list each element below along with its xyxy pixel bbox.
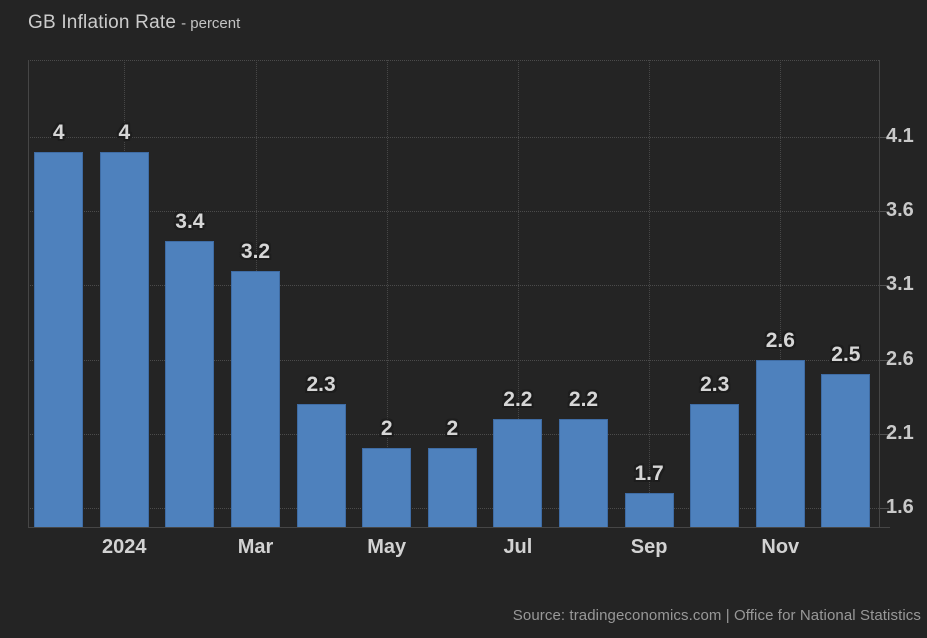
bar-value-label: 4 — [52, 120, 65, 144]
bar-value-label: 4 — [118, 120, 131, 144]
x-tick-label: Nov — [761, 536, 800, 558]
y-tick-label: 1.6 — [886, 495, 914, 518]
bar-value-label: 2.2 — [568, 387, 599, 411]
bar-value-label: 1.7 — [634, 461, 664, 485]
y-tick-mark — [880, 137, 889, 139]
bar-value-label: 3.2 — [240, 239, 271, 263]
bar-value-label: 2 — [446, 417, 459, 441]
x-tick-label: May — [367, 536, 407, 558]
bar[interactable] — [34, 151, 84, 527]
y-tick-label: 2.1 — [886, 421, 914, 444]
bar-value-label: 2.6 — [765, 328, 795, 352]
bar[interactable] — [231, 270, 280, 527]
y-tick-label: 3.1 — [886, 273, 914, 296]
y-axis-line-right — [879, 60, 880, 527]
h-gridline — [28, 433, 879, 435]
source-attribution: Source: tradingeconomics.com | Office fo… — [512, 607, 921, 624]
bar[interactable] — [296, 403, 346, 527]
bar[interactable] — [427, 448, 477, 527]
v-gridline — [780, 60, 782, 527]
h-gridline — [28, 211, 879, 213]
x-tick-label: Sep — [630, 536, 668, 558]
x-tick-label: 2024 — [102, 536, 147, 558]
x-tick-label: Jul — [503, 536, 533, 558]
chart-subtitle: - percent — [181, 15, 241, 32]
x-axis-line — [28, 527, 890, 528]
y-tick-label: 3.6 — [886, 199, 914, 222]
bar[interactable] — [624, 492, 674, 527]
plot-area: 4 4 3.4 3.2 2.3 2 2 2.2 2.2 1.7 2.3 2.6 2.5 — [28, 60, 879, 527]
bar-value-label: 2.5 — [831, 343, 861, 367]
bar-value-label: 2.3 — [306, 372, 336, 396]
bar[interactable] — [493, 418, 543, 527]
v-gridline — [649, 60, 651, 527]
bar-value-label: 2 — [380, 417, 393, 441]
y-axis-line-left — [28, 60, 29, 527]
bar[interactable] — [690, 403, 740, 527]
chart-header: GB Inflation Rate - percent — [28, 12, 240, 34]
y-tick-mark — [880, 211, 889, 213]
bar-value-label: 3.4 — [175, 209, 205, 233]
plot-top-gridline — [28, 60, 879, 61]
v-gridline — [386, 60, 388, 527]
y-tick-mark — [880, 433, 889, 435]
bar[interactable] — [165, 240, 215, 527]
y-tick-mark — [880, 507, 889, 509]
h-gridline — [28, 137, 879, 139]
bar[interactable] — [755, 359, 805, 527]
x-tick-label: Mar — [237, 536, 274, 558]
y-tick-label: 4.1 — [886, 125, 914, 148]
h-gridline — [28, 359, 879, 361]
y-tick-label: 2.6 — [886, 347, 914, 370]
v-gridline — [517, 60, 519, 527]
bar[interactable] — [362, 448, 412, 527]
bar[interactable] — [821, 374, 871, 527]
bar-value-label: 2.3 — [700, 372, 730, 396]
chart-title: GB Inflation Rate — [28, 12, 177, 33]
bar-value-label: 2.2 — [503, 387, 533, 411]
y-tick-mark — [880, 285, 889, 287]
y-tick-mark — [880, 359, 889, 361]
h-gridline — [28, 285, 879, 287]
bar[interactable] — [559, 418, 608, 527]
bar[interactable] — [99, 151, 149, 527]
